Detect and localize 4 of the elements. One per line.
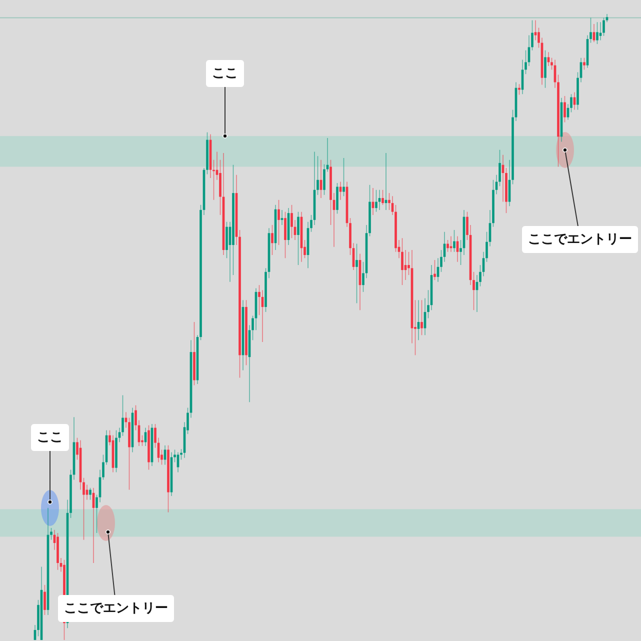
annotation: ここでエントリー xyxy=(528,232,632,247)
annotation: ここ xyxy=(212,66,238,81)
annotation: ここ xyxy=(37,430,63,445)
annotation: ここでエントリー xyxy=(64,601,168,616)
